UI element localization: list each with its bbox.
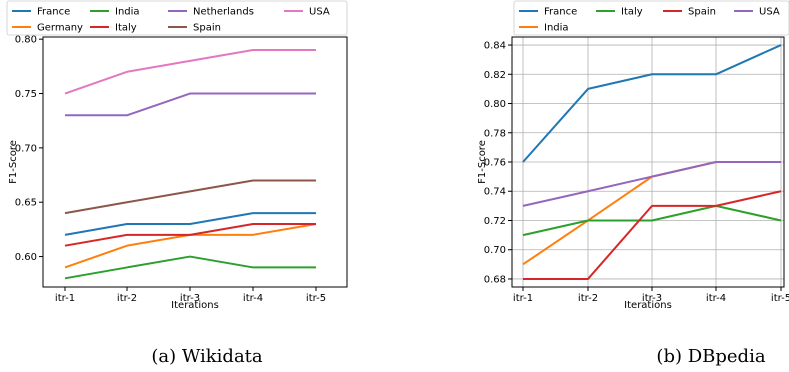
x-tick-label: itr-2 — [578, 293, 598, 304]
legend-label: Italy — [115, 23, 137, 34]
series-group — [522, 44, 782, 280]
x-tick-label: itr-5 — [771, 293, 789, 304]
y-tick-label: 0.70 — [484, 245, 506, 256]
dbpedia-chart: 0.68 0.70 0.72 0.74 0.76 0.78 0.80 0.82 0.84 itr-… — [477, 0, 789, 367]
series-line-italy — [522, 204, 782, 237]
legend-label: USA — [309, 7, 330, 18]
y-tick-label: 0.80 — [15, 35, 37, 46]
y-tick-label: 0.75 — [15, 89, 37, 100]
series-line-india — [64, 255, 316, 280]
y-tick-label: 0.84 — [484, 41, 506, 52]
x-tick-label: itr-3 — [642, 293, 662, 304]
y-tick-label: 0.68 — [484, 274, 506, 285]
wikidata-chart: 0.60 0.65 0.70 0.75 0.80 itr-1 itr-2 itr-3 itr-4… — [6, 0, 348, 367]
legend-label: Netherlands — [193, 7, 254, 18]
y-tick-label: 0.70 — [15, 143, 37, 154]
series-line-spain — [523, 190, 782, 280]
x-axis-label: Iterations — [624, 300, 672, 311]
x-tick-label: itr-3 — [180, 293, 200, 304]
y-tick-label: 0.82 — [484, 70, 506, 81]
chart-caption: (a) Wikidata — [151, 346, 263, 367]
series-line-usa — [522, 161, 781, 207]
plot-frame — [42, 36, 348, 288]
y-axis-label: F1-Score — [8, 140, 19, 184]
series-line-france — [522, 44, 782, 163]
legend-label: Spain — [688, 7, 716, 18]
x-tick-label: itr-5 — [306, 293, 326, 304]
y-tick-label: 0.80 — [484, 99, 506, 110]
y-tick-label: 0.60 — [15, 252, 37, 263]
series-group — [64, 49, 317, 280]
legend-label: France — [37, 7, 70, 18]
legend-label: USA — [759, 7, 780, 18]
y-tick-label: 0.65 — [15, 198, 37, 209]
series-line-usa — [64, 49, 316, 95]
legend-label: India — [115, 7, 140, 18]
series-line-france — [64, 212, 316, 236]
x-tick-label: itr-4 — [706, 293, 726, 304]
x-tick-label: itr-4 — [243, 293, 263, 304]
y-tick-label: 0.72 — [484, 216, 506, 227]
x-axis-label: Iterations — [171, 300, 219, 311]
legend-box — [513, 0, 789, 36]
legend-label: France — [544, 7, 577, 18]
x-tick-label: itr-1 — [513, 293, 533, 304]
legend-label: India — [544, 23, 569, 34]
legend-label: Germany — [37, 23, 83, 34]
y-axis-label: F1-Score — [477, 140, 488, 184]
x-tick-label: itr-2 — [117, 293, 137, 304]
y-tick-label: 0.74 — [484, 187, 506, 198]
series-line-italy — [64, 222, 316, 247]
y-tick-label: 0.78 — [484, 128, 506, 139]
legend-label: Italy — [621, 7, 643, 18]
series-line-germany — [64, 222, 317, 269]
legend-label: Spain — [193, 23, 221, 34]
x-tick-label: itr-1 — [55, 293, 75, 304]
series-line-spain — [64, 179, 316, 215]
chart-caption: (b) DBpedia — [656, 346, 765, 367]
series-line-netherlands — [65, 92, 316, 117]
y-tick-label: 0.76 — [484, 158, 506, 169]
